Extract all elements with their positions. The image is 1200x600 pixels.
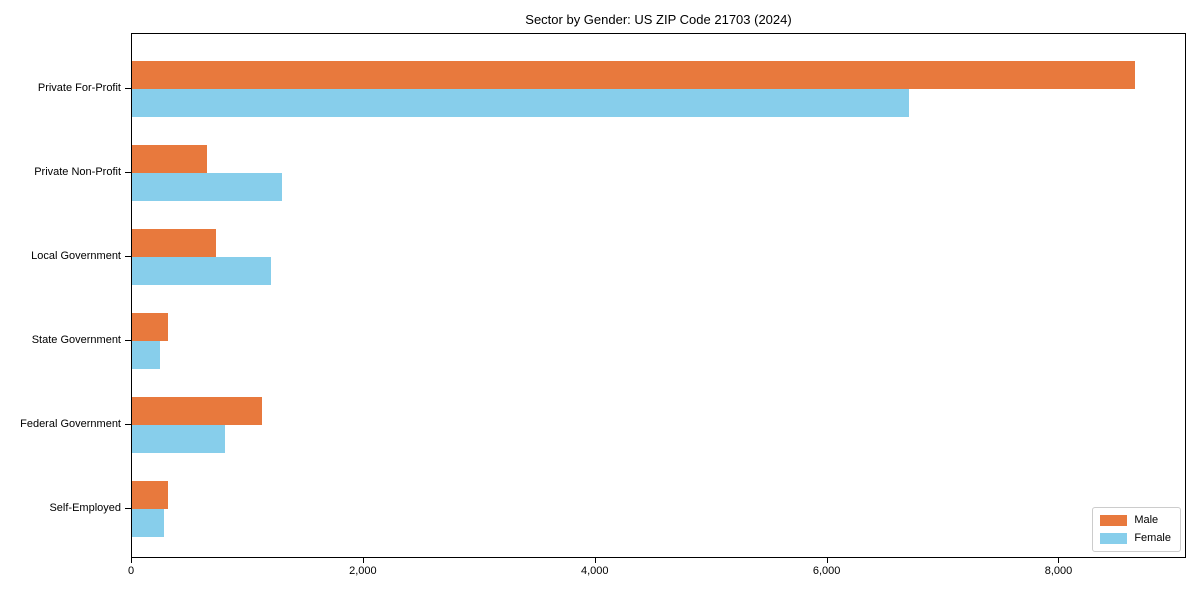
y-tick-mark [125,172,131,173]
legend-swatch-female [1100,533,1128,544]
y-tick-label: Federal Government [20,418,121,430]
y-tick-label: State Government [31,334,121,346]
legend: Male Female [1092,507,1181,552]
y-tick-mark [125,88,131,89]
y-axis: Private For-Profit Private Non-Profit Loca… [0,33,121,558]
bar-female-0 [132,89,910,117]
y-tick-label: Private For-Profit [37,82,121,94]
y-tick-mark [125,340,131,341]
legend-label-female: Female [1134,532,1171,544]
x-tick-mark [362,558,364,563]
legend-entry-female: Female [1100,532,1171,545]
bar-female-5 [132,509,165,537]
y-tick-mark [125,424,131,425]
legend-entry-male: Male [1100,514,1171,527]
x-tick-label: 8,000 [1044,565,1073,577]
x-tick-label: 6,000 [812,565,841,577]
bar-female-2 [132,257,271,285]
x-tick-label: 4,000 [580,565,609,577]
x-tick-mark [1058,558,1060,563]
y-tick-mark [125,256,131,257]
bar-female-1 [132,173,283,201]
y-tick-label: Self-Employed [49,502,121,514]
bar-female-3 [132,341,160,369]
y-tick-mark [125,508,131,509]
bar-male-3 [132,313,168,341]
bar-female-4 [132,425,226,453]
bar-male-4 [132,397,262,425]
chart-title: Sector by Gender: US ZIP Code 21703 (202… [525,12,792,27]
x-tick-label: 0 [127,565,135,577]
bar-male-5 [132,481,169,509]
x-tick-mark [826,558,828,563]
y-tick-label: Local Government [31,250,121,262]
bar-male-1 [132,145,208,173]
x-tick-label: 2,000 [349,565,377,577]
plot-area: Male Female [131,33,1186,558]
bar-male-0 [132,61,1136,89]
legend-swatch-male [1100,515,1128,526]
x-tick-mark [594,558,596,563]
bar-male-2 [132,229,217,257]
y-tick-label: Private Non-Profit [34,166,121,178]
x-tick-mark [131,558,132,563]
legend-label-male: Male [1134,514,1159,526]
